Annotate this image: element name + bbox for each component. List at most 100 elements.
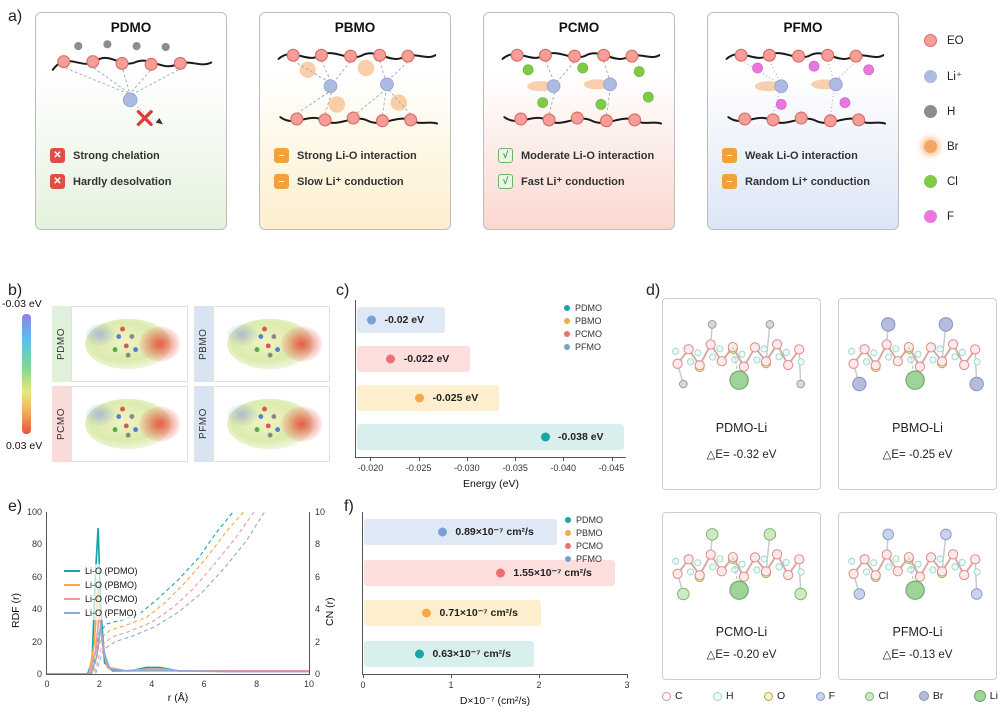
y-axis-label: RDF (r) [10,593,22,628]
atom-br-icon [924,140,937,153]
legend-item-cl: Cl [924,175,964,188]
panel-label-f: f) [344,498,354,515]
cross-icon: ✕ [50,174,65,189]
chart-legend: PDMO PBMO PCMO PFMO [565,515,603,564]
element-label: Cl [878,690,889,702]
pfmo-schematic [725,48,887,128]
element-br-icon [918,691,929,701]
esp-colorbar [22,314,31,434]
esp-surface [84,318,180,370]
legend-label: Cl [947,175,958,188]
x-tick-label: 1 [448,680,454,690]
element-li-icon [973,690,986,702]
x-tick-mark [363,674,364,678]
element-legend-item-f: F [815,690,835,702]
esp-cell-pdmo: PDMO [52,306,188,382]
legend-line [64,584,80,586]
check-icon: √ [498,148,513,163]
legend-line [64,612,80,614]
legend-item: Li-O (PDMO) [64,566,138,576]
lollipop-band-pcmo: -0.022 eV [357,345,470,372]
element-c-icon [662,691,671,701]
lollipop-band-pfmo: 0.89×10⁻⁷ cm²/s [364,519,557,546]
element-legend-item-br: Br [918,690,943,702]
card-title-pcmo: PCMO [558,20,600,35]
esp-cell-pbmo: PBMO [194,306,330,382]
lollipop-band-pdmo: 0.63×10⁻⁷ cm²/s [364,640,534,667]
molecule-box-pfmo-li: PFMO-Li △E= -0.13 eV [838,512,997,680]
card-item-label: Hardly desolvation [73,175,172,188]
blocked-cross-icon [136,110,153,127]
molecule-structure [671,320,805,390]
element-label: C [675,690,683,702]
binding-energy-value: △E= -0.13 eV [882,649,953,661]
card-pdmo: PDMO ✕ Strong chelation ✕ Hardly desolvati… [35,12,227,230]
panel-label-c: c) [336,282,350,299]
card-item: √ Fast Li⁺ conduction [498,174,666,189]
card-item: – Slow Li⁺ conduction [274,174,442,189]
card-title-pdmo: PDMO [110,20,152,35]
legend-item: PFMO [564,342,602,352]
data-point-pcmo [386,354,396,364]
atom-cl-icon [924,175,937,188]
data-point-pbmo [421,608,431,618]
molecule-name: PBMO-Li [892,421,943,435]
y2-tick-label: 6 [315,571,321,582]
legend-label: Li⁺ [947,71,963,83]
x-tick-mark [451,674,452,678]
x-tick-label: -0.035 [502,463,528,473]
molecule-name: PCMO-Li [715,625,768,639]
legend-dot [565,556,571,562]
check-icon: √ [498,174,513,189]
legend-dot [564,318,570,324]
molecule-structure [847,317,984,392]
card-item: – Strong Li-O interaction [274,148,442,163]
value-label: -0.025 eV [432,392,479,405]
rdf-chart: r (Å) 0 20 40 60 80 100 0 2 4 6 8 10 0 2 4 6 8 10 Li-O (PD… [27,507,325,704]
element-legend-item-cl: Cl [865,690,888,702]
element-h-icon [713,691,723,701]
esp-cell-label: PDMO [52,306,71,382]
x-tick-mark [466,457,468,461]
esp-cell-pfmo: PFMO [194,386,330,462]
element-f-icon [815,691,825,701]
x-axis-label: Energy (eV) [462,478,520,490]
panel-label-d: d) [646,282,661,299]
y-tick-label: 100 [26,507,42,517]
diffusivity-chart: 0 1 2 3 D×10⁻⁷ (cm²/s) 0.89×10⁻⁷ cm²/s 1.55×10… [360,512,630,707]
lollipop-band-pdmo: -0.038 eV [357,424,625,451]
legend-item-f: F [924,210,964,223]
legend-label: PDMO [576,515,603,525]
atom-eo-icon [924,34,937,47]
card-pfmo: PFMO – Weak Li-O interaction – Random Li⁺ … [707,12,899,230]
pcmo-schematic [501,48,663,128]
x-tick-label: 8 [254,679,260,689]
x-axis-label: r (Å) [167,692,189,704]
legend-line [64,598,80,600]
element-legend-item-li: Li [973,690,998,702]
panel-label-a: a) [8,8,23,25]
x-tick-label: -0.025 [405,463,432,473]
legend-item: PDMO [564,303,602,313]
legend-label: Li-O (PBMO) [85,580,138,590]
binding-energy-value: △E= -0.20 eV [706,649,777,661]
esp-surface [84,398,180,450]
lollipop-band-pbmo: 0.71×10⁻⁷ cm²/s [364,600,541,627]
legend-line [64,570,80,572]
colorbar-max-label: -0.03 eV [2,298,42,310]
legend-item-br: Br [924,140,964,153]
pbmo-schematic [277,48,439,128]
esp-cell-pcmo: PCMO [52,386,188,462]
x-tick-mark [418,457,420,461]
x-tick-mark [563,457,565,461]
card-item: ✕ Strong chelation [50,148,218,163]
pdmo-schematic [51,40,213,127]
esp-image [213,386,330,462]
value-label: 0.71×10⁻⁷ cm²/s [439,607,518,620]
atom-legend: EO Li⁺ H Br Cl F [924,34,964,223]
dash-icon: – [722,174,737,189]
element-legend-item-c: C [662,690,683,702]
card-item-label: Slow Li⁺ conduction [297,176,404,188]
data-point-pdmo [414,649,424,659]
